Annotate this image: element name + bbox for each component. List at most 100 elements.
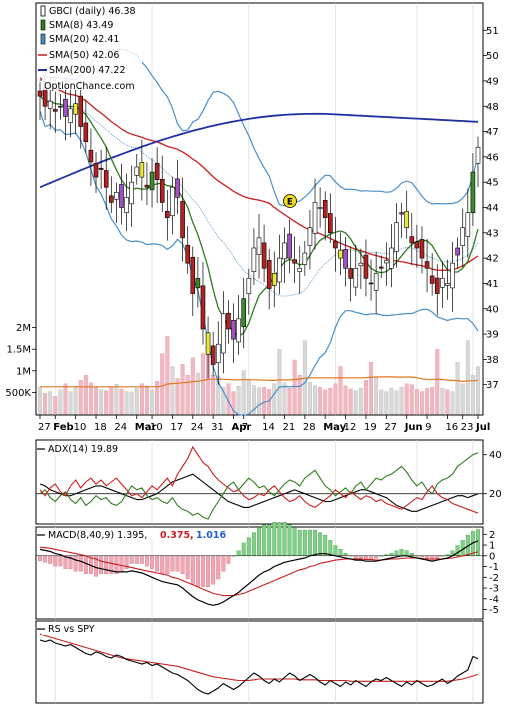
macd-histogram-bar <box>338 549 343 556</box>
x-tick-label: 14 <box>262 422 275 433</box>
rs-legend: RS vs SPY <box>37 623 106 635</box>
x-tick-label: Jul <box>475 422 490 433</box>
price-legend: GBCI (daily) 46.38 SMA(8) 43.49 SMA(20) … <box>38 4 142 92</box>
volume-bar <box>129 391 134 415</box>
candle-body <box>261 242 267 269</box>
volume-bar <box>119 388 124 415</box>
volume-bar <box>94 387 98 415</box>
candle-body <box>119 184 124 208</box>
legend-item-gbci: GBCI (daily) 46.38 <box>40 5 136 17</box>
macd-histogram-bar <box>374 555 379 559</box>
macd-histogram-bar <box>323 535 328 556</box>
candle-body <box>175 178 180 198</box>
volume-bar <box>104 390 109 415</box>
volume-bar <box>455 362 460 415</box>
volume-bar <box>109 386 114 415</box>
candle-body <box>165 210 170 218</box>
candle-body <box>190 256 196 294</box>
rs-legend-label: RS vs SPY <box>48 624 95 635</box>
macd-histogram-bar <box>134 555 139 564</box>
macd-histogram-bar <box>155 555 160 572</box>
volume-bar <box>68 391 73 415</box>
volume-bar <box>409 384 414 415</box>
volume-bar <box>195 372 200 415</box>
macd-histogram-bar <box>104 555 109 575</box>
legend-sma50-label: SMA(50) 42.06 <box>49 50 119 61</box>
price-y-tick-label: 39 <box>486 330 499 341</box>
sma20-line <box>39 95 479 297</box>
legend-sma200-label: SMA(200) 47.22 <box>49 65 126 76</box>
candle-body <box>47 100 53 109</box>
volume-bar <box>353 390 358 415</box>
macd-histogram-bar <box>394 550 399 556</box>
volume-bar <box>399 387 404 415</box>
sma8-line <box>39 95 479 338</box>
volume-bar <box>358 387 363 415</box>
macd-histogram-bar <box>246 537 251 556</box>
volume-bar <box>297 374 302 415</box>
candle-body <box>277 257 282 283</box>
sma20-lower-band <box>39 111 479 416</box>
x-tick-label: Jun <box>404 422 423 433</box>
volume-bar <box>282 382 287 415</box>
macd-histogram-bar <box>236 550 241 556</box>
candle-body <box>312 202 318 234</box>
candle-body <box>266 260 272 289</box>
volume-bar <box>236 386 241 415</box>
adx-series-line <box>39 445 479 514</box>
candle-body <box>302 252 308 265</box>
volume-bar <box>160 353 165 415</box>
legend-item-sma200: SMA(200) 47.22 <box>38 65 126 76</box>
candle-body <box>460 227 466 246</box>
macd-histogram-bar <box>399 549 404 556</box>
macd-legend-label: MACD(8,40,9) 1.395, <box>48 530 147 541</box>
volume-bar <box>134 387 139 415</box>
volume-bar <box>460 383 465 415</box>
macd-histogram-bar <box>226 555 231 564</box>
x-tick-label: 28 <box>303 422 316 433</box>
volume-bar <box>470 374 475 415</box>
volume-bar <box>420 391 424 415</box>
adx-legend: ADX(14) 19.89 <box>37 443 124 455</box>
volume-bar <box>272 383 277 415</box>
candle-body <box>159 178 165 203</box>
candle-body <box>399 212 404 215</box>
macd-histogram-bar <box>318 532 323 556</box>
candle-body <box>226 312 231 330</box>
candle-body <box>343 249 348 269</box>
candle-body <box>103 170 109 188</box>
volume-bar <box>430 387 435 415</box>
macd-histogram-bar <box>297 529 302 556</box>
volume-bar <box>379 389 384 415</box>
macd-histogram-bar <box>267 524 272 556</box>
macd-histogram-bar <box>358 555 363 559</box>
volume-bar <box>246 379 251 415</box>
macd-histogram-bar <box>99 555 104 575</box>
candle-body <box>221 313 226 354</box>
candle-body <box>215 343 221 364</box>
candle-body <box>450 262 455 289</box>
candle-body <box>68 108 73 123</box>
volume-tick-label: 1M <box>16 366 31 377</box>
volume-bar <box>53 396 58 415</box>
x-tick-label: 31 <box>211 422 224 433</box>
x-tick-label: May <box>323 422 346 433</box>
x-tick-label: 9 <box>425 422 431 433</box>
candle-body <box>373 273 379 291</box>
volume-bar <box>114 384 119 415</box>
volume-bar <box>450 391 455 415</box>
candle-body <box>307 227 313 246</box>
candle-body <box>434 277 440 294</box>
legend-item-sma8: SMA(8) 43.49 <box>40 19 113 31</box>
macd-histogram-bar <box>48 555 53 564</box>
macd-line <box>39 540 479 606</box>
volume-bar <box>369 362 373 415</box>
volume-bar <box>445 389 450 415</box>
candle-body <box>246 278 252 295</box>
volume-tick-label: 1.5M <box>6 345 31 356</box>
candle-body <box>195 278 201 289</box>
candle-body <box>139 162 145 178</box>
volume-bar <box>348 388 353 415</box>
indicator-layer <box>36 445 483 695</box>
